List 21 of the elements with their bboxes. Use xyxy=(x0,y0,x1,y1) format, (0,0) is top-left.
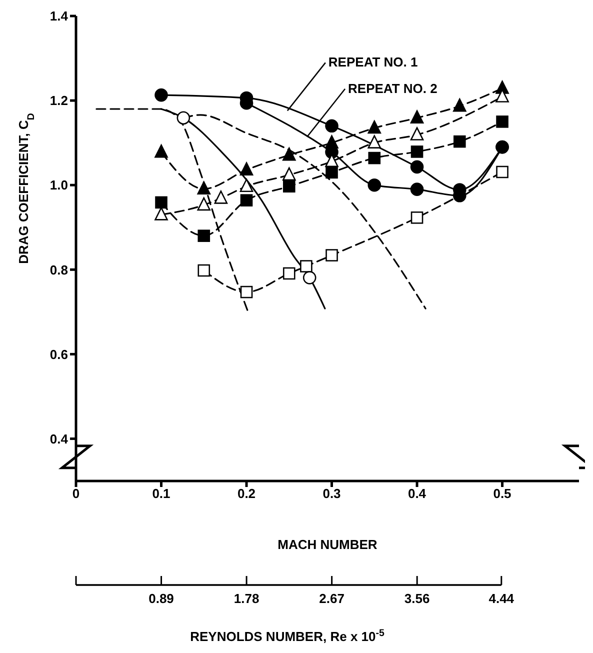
x2-tick-label: 3.56 xyxy=(404,591,430,606)
x-axis-title: MACH NUMBER xyxy=(278,537,378,552)
x2-tick-label: 0.89 xyxy=(148,591,174,606)
x-tick-label: 0 xyxy=(72,486,80,502)
annotation: REPEAT NO. 1 xyxy=(328,54,418,70)
annotation: REPEAT NO. 2 xyxy=(348,80,438,96)
x2-tick-label: 1.78 xyxy=(234,591,260,606)
y-tick-label: 1.2 xyxy=(50,93,68,108)
y-tick-label: 0.8 xyxy=(50,262,68,278)
x-tick-label: 0.3 xyxy=(322,486,341,502)
x-tick-label: 0.4 xyxy=(408,486,427,502)
y-tick-label: 0.6 xyxy=(50,346,68,362)
x-tick-label: 0.2 xyxy=(237,486,256,502)
x2-tick-label: 4.44 xyxy=(488,591,515,606)
x-tick-label: 0.5 xyxy=(493,486,512,502)
y-tick-label: 0.4 xyxy=(50,431,69,446)
y-tick-label: 1.4 xyxy=(50,8,69,24)
x2-axis-title: REYNOLDS NUMBER, Re x 10$^{-5}$ xyxy=(190,628,385,644)
x2-tick-label: 2.67 xyxy=(319,591,344,606)
x-tick-label: 0.1 xyxy=(152,486,170,502)
y-tick-label: 1.0 xyxy=(50,178,68,193)
